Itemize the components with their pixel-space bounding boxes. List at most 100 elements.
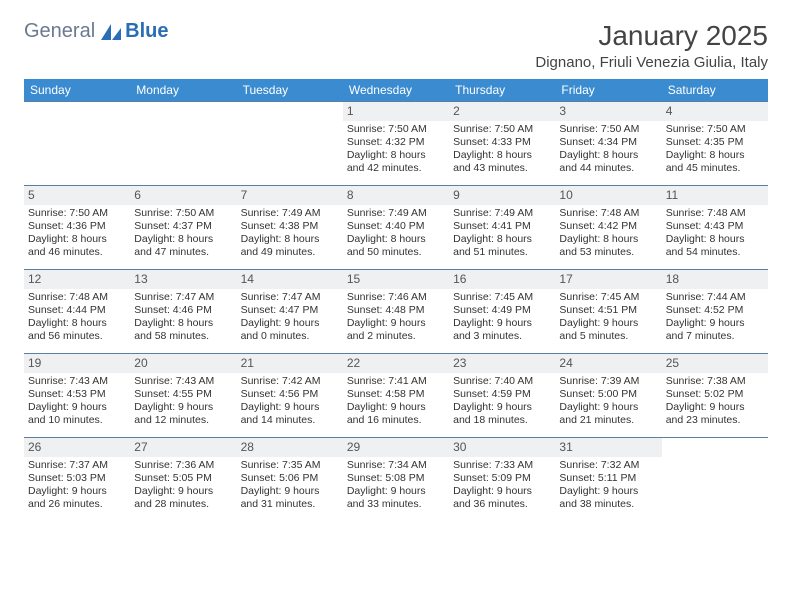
sunrise-line: Sunrise: 7:48 AM (559, 207, 657, 220)
sunrise-line: Sunrise: 7:45 AM (559, 291, 657, 304)
day-cell: 3Sunrise: 7:50 AMSunset: 4:34 PMDaylight… (555, 102, 661, 186)
sunset-line: Sunset: 5:08 PM (347, 472, 445, 485)
calendar-head: SundayMondayTuesdayWednesdayThursdayFrid… (24, 79, 768, 102)
day-cell: 17Sunrise: 7:45 AMSunset: 4:51 PMDayligh… (555, 270, 661, 354)
day-number: 19 (24, 354, 130, 373)
day-number: 11 (662, 186, 768, 205)
daylight-line-1: Daylight: 8 hours (347, 233, 445, 246)
daylight-line-2: and 38 minutes. (559, 498, 657, 511)
logo-sail-icon (99, 22, 123, 42)
sunrise-line: Sunrise: 7:50 AM (666, 123, 764, 136)
day-number: 16 (449, 270, 555, 289)
location: Dignano, Friuli Venezia Giulia, Italy (535, 54, 768, 71)
day-number: 18 (662, 270, 768, 289)
day-number: 8 (343, 186, 449, 205)
calendar-week-row: 12Sunrise: 7:48 AMSunset: 4:44 PMDayligh… (24, 270, 768, 354)
day-cell: 19Sunrise: 7:43 AMSunset: 4:53 PMDayligh… (24, 354, 130, 438)
day-number: 13 (130, 270, 236, 289)
sunrise-line: Sunrise: 7:41 AM (347, 375, 445, 388)
day-cell: 16 Sunrise: 7:45 AMSunset: 4:49 PMDayligh… (449, 270, 555, 354)
sunrise-line: Sunrise: 7:44 AM (666, 291, 764, 304)
day-number: 31 (555, 438, 661, 457)
sunrise-line: Sunrise: 7:50 AM (28, 207, 126, 220)
sunset-line: Sunset: 4:36 PM (28, 220, 126, 233)
daylight-line-1: Daylight: 9 hours (347, 485, 445, 498)
weekday-header: Wednesday (343, 79, 449, 102)
day-cell: 25Sunrise: 7:38 AMSunset: 5:02 PMDayligh… (662, 354, 768, 438)
daylight-line-2: and 46 minutes. (28, 246, 126, 259)
sunrise-line: Sunrise: 7:47 AM (241, 291, 339, 304)
day-cell: 22 Sunrise: 7:41 AMSunset: 4:58 PMDayligh… (343, 354, 449, 438)
day-cell: 29Sunrise: 7:34 AMSunset: 5:08 PMDayligh… (343, 438, 449, 522)
day-cell: 4Sunrise: 7:50 AMSunset: 4:35 PMDaylight… (662, 102, 768, 186)
daylight-line-2: and 31 minutes. (241, 498, 339, 511)
sunrise-line: Sunrise: 7:35 AM (241, 459, 339, 472)
sunset-line: Sunset: 4:32 PM (347, 136, 445, 149)
sunrise-line: Sunrise: 7:34 AM (347, 459, 445, 472)
sunset-line: Sunset: 4:51 PM (559, 304, 657, 317)
daylight-line-1: Daylight: 8 hours (559, 233, 657, 246)
daylight-line-2: and 33 minutes. (347, 498, 445, 511)
day-number: 22 (343, 354, 449, 373)
sunset-line: Sunset: 4:42 PM (559, 220, 657, 233)
daylight-line-2: and 53 minutes. (559, 246, 657, 259)
daylight-line-1: Daylight: 9 hours (241, 485, 339, 498)
day-cell: 11Sunrise: 7:48 AMSunset: 4:43 PMDayligh… (662, 186, 768, 270)
sunset-line: Sunset: 5:05 PM (134, 472, 232, 485)
empty-cell (24, 102, 130, 186)
sunrise-line: Sunrise: 7:42 AM (241, 375, 339, 388)
daylight-line-1: Daylight: 8 hours (241, 233, 339, 246)
day-number: 21 (237, 354, 343, 373)
daylight-line-2: and 18 minutes. (453, 414, 551, 427)
day-number: 15 (343, 270, 449, 289)
sunset-line: Sunset: 4:53 PM (28, 388, 126, 401)
daylight-line-1: Daylight: 9 hours (241, 317, 339, 330)
daylight-line-2: and 51 minutes. (453, 246, 551, 259)
sunrise-line: Sunrise: 7:49 AM (241, 207, 339, 220)
calendar-week-row: 19Sunrise: 7:43 AMSunset: 4:53 PMDayligh… (24, 354, 768, 438)
daylight-line-1: Daylight: 9 hours (347, 401, 445, 414)
day-number: 23 (449, 354, 555, 373)
weekday-header: Tuesday (237, 79, 343, 102)
daylight-line-2: and 10 minutes. (28, 414, 126, 427)
sunrise-line: Sunrise: 7:37 AM (28, 459, 126, 472)
sunrise-line: Sunrise: 7:36 AM (134, 459, 232, 472)
daylight-line-2: and 7 minutes. (666, 330, 764, 343)
weekday-header: Friday (555, 79, 661, 102)
empty-cell (130, 102, 236, 186)
sunset-line: Sunset: 4:55 PM (134, 388, 232, 401)
daylight-line-2: and 49 minutes. (241, 246, 339, 259)
daylight-line-1: Daylight: 8 hours (666, 233, 764, 246)
logo: General Blue (24, 20, 169, 43)
day-number: 4 (662, 102, 768, 121)
sunrise-line: Sunrise: 7:50 AM (134, 207, 232, 220)
daylight-line-1: Daylight: 9 hours (559, 401, 657, 414)
day-cell: 20Sunrise: 7:43 AMSunset: 4:55 PMDayligh… (130, 354, 236, 438)
sunset-line: Sunset: 4:38 PM (241, 220, 339, 233)
sunrise-line: Sunrise: 7:45 AM (453, 291, 551, 304)
daylight-line-2: and 26 minutes. (28, 498, 126, 511)
sunrise-line: Sunrise: 7:33 AM (453, 459, 551, 472)
day-cell: 23Sunrise: 7:40 AMSunset: 4:59 PMDayligh… (449, 354, 555, 438)
sunset-line: Sunset: 4:49 PM (453, 304, 551, 317)
daylight-line-1: Daylight: 9 hours (666, 317, 764, 330)
logo-word-general: General (24, 20, 95, 43)
day-cell: 21Sunrise: 7:42 AMSunset: 4:56 PMDayligh… (237, 354, 343, 438)
empty-cell (662, 438, 768, 522)
daylight-line-1: Daylight: 9 hours (241, 401, 339, 414)
daylight-line-1: Daylight: 9 hours (28, 485, 126, 498)
sunrise-line: Sunrise: 7:46 AM (347, 291, 445, 304)
sunrise-line: Sunrise: 7:47 AM (134, 291, 232, 304)
sunset-line: Sunset: 4:58 PM (347, 388, 445, 401)
weekday-header: Thursday (449, 79, 555, 102)
day-number: 7 (237, 186, 343, 205)
daylight-line-1: Daylight: 9 hours (347, 317, 445, 330)
day-cell: 27Sunrise: 7:36 AMSunset: 5:05 PMDayligh… (130, 438, 236, 522)
daylight-line-2: and 23 minutes. (666, 414, 764, 427)
daylight-line-1: Daylight: 8 hours (453, 233, 551, 246)
sunrise-line: Sunrise: 7:48 AM (666, 207, 764, 220)
daylight-line-1: Daylight: 9 hours (453, 317, 551, 330)
daylight-line-1: Daylight: 8 hours (559, 149, 657, 162)
daylight-line-1: Daylight: 8 hours (453, 149, 551, 162)
day-number: 3 (555, 102, 661, 121)
